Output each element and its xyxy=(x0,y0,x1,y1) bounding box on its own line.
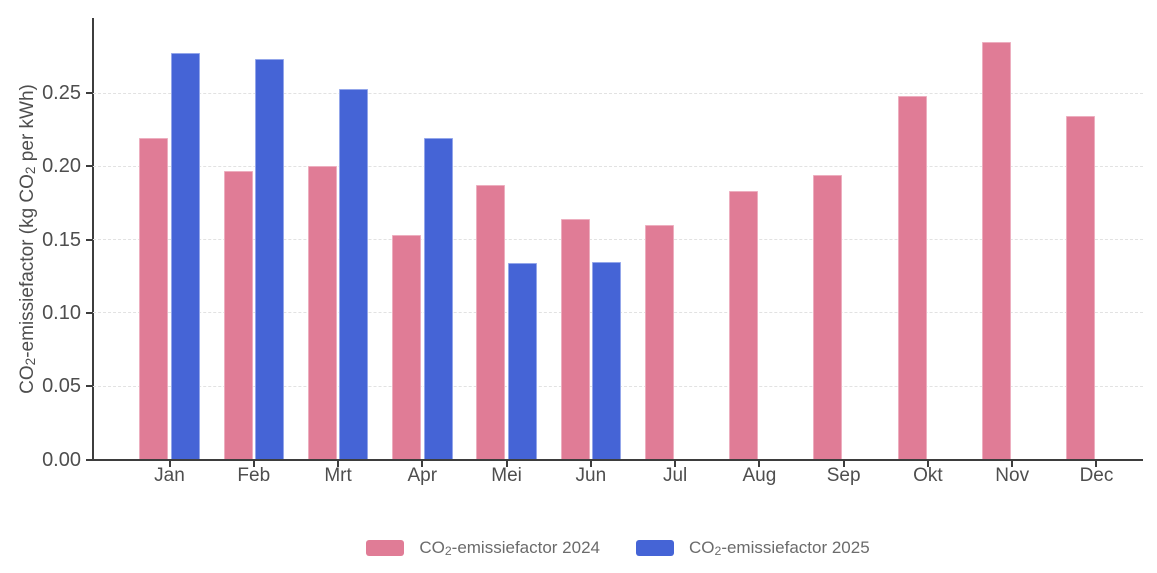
legend-item-2025[interactable]: CO2-emissiefactor 2025 xyxy=(636,538,870,558)
x-tick-label: Okt xyxy=(913,465,943,486)
gridline-0.20 xyxy=(93,165,1143,167)
x-tick-label: Jun xyxy=(575,465,607,486)
y-tick-mark xyxy=(86,165,93,168)
bar-2024-dec[interactable] xyxy=(1066,116,1096,460)
legend-label-2024: CO2-emissiefactor 2024 xyxy=(419,538,600,558)
y-axis-title-text: -emissiefactor (kg CO xyxy=(17,174,38,358)
y-axis-title: CO2-emissiefactor (kg CO2 per kWh) xyxy=(17,84,39,394)
y-tick-label: 0.15 xyxy=(42,228,81,251)
y-tick-label: 0.20 xyxy=(42,155,81,178)
y-tick-mark xyxy=(86,92,93,94)
x-tick-mark xyxy=(1095,460,1098,467)
bar-2024-sep[interactable] xyxy=(813,175,843,460)
legend-swatch-2024 xyxy=(366,540,405,556)
x-tick-mark xyxy=(168,460,171,467)
x-tick-label: Mei xyxy=(491,465,522,486)
y-tick-label: 0.10 xyxy=(42,301,81,324)
bar-2025-feb[interactable] xyxy=(254,59,284,460)
bar-2024-mei[interactable] xyxy=(476,185,506,460)
x-tick-mark xyxy=(674,460,677,467)
bar-2024-apr[interactable] xyxy=(392,235,422,460)
y-tick-mark xyxy=(86,458,93,461)
legend-label-text: CO xyxy=(419,538,445,557)
legend-label-text: -emissiefactor 2024 xyxy=(451,538,600,557)
y-tick-label: 0.00 xyxy=(42,448,81,471)
x-tick-mark xyxy=(505,460,508,467)
bar-2025-mrt[interactable] xyxy=(339,88,369,460)
x-tick-mark xyxy=(758,460,761,467)
x-tick-label: Feb xyxy=(237,465,271,486)
y-axis-title-text: CO xyxy=(17,365,38,394)
bar-2025-mei[interactable] xyxy=(507,263,537,460)
bar-2025-jan[interactable] xyxy=(170,53,200,460)
legend-item-2024[interactable]: CO2-emissiefactor 2024 xyxy=(366,538,600,558)
y-tick-mark xyxy=(86,311,93,314)
x-tick-label: Jul xyxy=(662,465,688,486)
x-tick-mark xyxy=(589,460,592,467)
legend-swatch-2025 xyxy=(636,540,674,556)
x-tick-label: Sep xyxy=(826,465,861,486)
x-tick-label: Nov xyxy=(995,465,1030,486)
bar-2024-nov[interactable] xyxy=(982,41,1011,460)
y-axis-title-subscript: 2 xyxy=(23,357,39,366)
x-tick-mark xyxy=(337,460,340,467)
y-axis-title-text: per kWh) xyxy=(17,84,38,167)
x-tick-mark xyxy=(421,460,424,467)
legend-label-subscript: 2 xyxy=(714,543,722,558)
gridline-0.15 xyxy=(93,239,1143,241)
x-tick-mark xyxy=(926,460,929,467)
bar-2024-jul[interactable] xyxy=(644,224,674,460)
bar-2024-feb[interactable] xyxy=(223,170,253,460)
y-tick-mark xyxy=(86,385,93,388)
legend-label-text: -emissiefactor 2025 xyxy=(721,538,870,557)
legend-label-text: CO xyxy=(689,538,715,557)
y-axis-line xyxy=(92,18,94,460)
y-tick-label: 0.05 xyxy=(42,375,81,398)
x-tick-label: Aug xyxy=(742,465,777,486)
x-tick-mark xyxy=(842,460,845,467)
y-axis-title-subscript: 2 xyxy=(23,166,39,175)
x-axis-line xyxy=(86,458,1143,461)
x-tick-label: Jan xyxy=(154,465,185,486)
x-tick-mark xyxy=(1011,460,1014,467)
bar-2024-mrt[interactable] xyxy=(307,166,337,460)
x-tick-label: Mrt xyxy=(324,465,352,486)
bar-2024-aug[interactable] xyxy=(729,191,759,460)
x-tick-label: Dec xyxy=(1079,465,1114,486)
bar-2024-okt[interactable] xyxy=(897,95,927,460)
bar-2024-jan[interactable] xyxy=(139,138,169,460)
bar-2024-jun[interactable] xyxy=(560,219,590,460)
legend: CO2-emissiefactor 2024 CO2-emissiefactor… xyxy=(93,533,1143,563)
legend-label-2025: CO2-emissiefactor 2025 xyxy=(689,538,870,558)
legend-label-subscript: 2 xyxy=(444,543,452,558)
y-tick-label: 0.25 xyxy=(42,82,81,104)
bar-2025-apr[interactable] xyxy=(423,138,453,460)
x-tick-mark xyxy=(252,460,255,467)
x-tick-label: Apr xyxy=(407,465,438,486)
bar-2025-jun[interactable] xyxy=(592,261,622,460)
y-tick-mark xyxy=(86,238,93,241)
gridline-0.25 xyxy=(93,92,1143,94)
